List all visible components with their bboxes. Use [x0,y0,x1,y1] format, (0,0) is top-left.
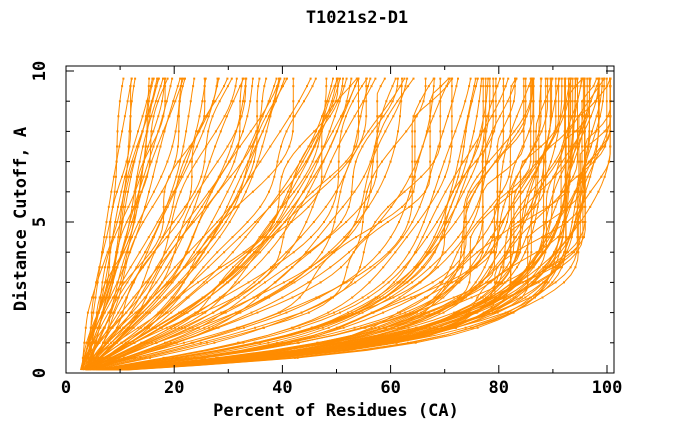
x-tick-label: 100 [592,378,623,398]
model-curve [105,78,532,371]
model-curve-markers [123,77,403,359]
model-curve [127,78,600,371]
model-curve [85,78,244,371]
model-curve [87,78,150,371]
model-curve [116,78,586,371]
model-curve [119,78,582,371]
model-curve [89,78,247,371]
model-curve [94,78,386,371]
model-curve [83,78,233,371]
y-tick-label: 5 [30,217,50,227]
model-curve [97,78,449,371]
y-tick-labels: 0 5 10 [30,61,50,378]
model-curve [104,78,557,371]
model-curve [88,78,339,371]
model-curve [102,78,517,371]
model-curve [88,78,267,371]
model-curve [90,78,280,371]
plot-border [65,65,615,374]
model-curve [88,78,228,371]
model-curve [110,78,599,371]
model-curve [111,78,542,371]
model-curve [89,78,451,371]
model-curve [86,78,288,371]
model-curve [80,78,207,371]
x-tick-label: 20 [164,378,184,398]
model-curve [87,78,435,371]
model-curve [94,78,459,371]
model-curve [85,78,312,371]
model-curve [93,78,376,371]
y-tick-label: 10 [30,61,50,81]
model-curve [86,78,359,371]
model-curve [82,78,133,371]
model-curve [89,78,397,371]
model-curve [81,78,166,371]
model-curve [84,78,352,371]
model-curve [102,78,525,371]
model-curve [84,78,338,371]
model-curve [96,78,479,371]
model-curve [85,78,408,371]
model-curve [87,78,368,371]
model-curve [82,78,164,371]
model-curve [109,78,553,371]
model-curve [89,78,277,371]
model-curve [109,78,547,371]
x-tick-labels: 0 20 40 60 80 100 [61,378,622,398]
model-curve [102,78,483,371]
x-tick-label: 0 [61,378,71,398]
model-curve [89,78,339,371]
model-curve [116,78,605,371]
model-curve [91,78,403,371]
model-curve [111,78,560,371]
model-curve [92,78,427,371]
x-tick-label: 80 [489,378,509,398]
model-curve [95,78,472,371]
model-curve [108,78,551,371]
model-curve [98,78,494,371]
model-curve [105,78,535,371]
model-curve [113,78,576,371]
y-tick-label: 0 [30,368,50,378]
model-curve [111,78,611,371]
model-curve [109,78,549,371]
model-curve [115,78,569,371]
model-curve [89,78,281,371]
model-curve [116,78,560,371]
model-curve [98,78,453,371]
model-curve [112,78,566,371]
model-curve [90,78,218,371]
x-tick-label: 40 [272,378,292,398]
model-curve [105,78,504,371]
x-tick-label: 60 [380,378,400,398]
model-curve [85,78,435,371]
model-curve [84,78,220,371]
model-curve [80,78,186,371]
model-curve [123,78,611,371]
model-curve [101,78,517,371]
model-curve [89,78,367,371]
model-curve [121,78,603,371]
model-curve [93,78,441,371]
model-curve [82,78,359,371]
model-curve [89,78,244,371]
x-axis-label: Percent of Residues (CA) [213,401,459,421]
model-curve [86,78,405,371]
model-curve [82,78,195,371]
axis-ticks [65,66,614,374]
model-curves [80,77,612,371]
model-curve [104,78,533,371]
model-curve [88,78,348,371]
chart-title: T1021s2-D1 [305,8,409,28]
model-curve [93,78,399,371]
model-curve [98,78,489,371]
y-axis-label: Distance Cutoff, A [11,126,31,312]
model-curve [81,78,136,371]
model-curve [91,78,414,371]
